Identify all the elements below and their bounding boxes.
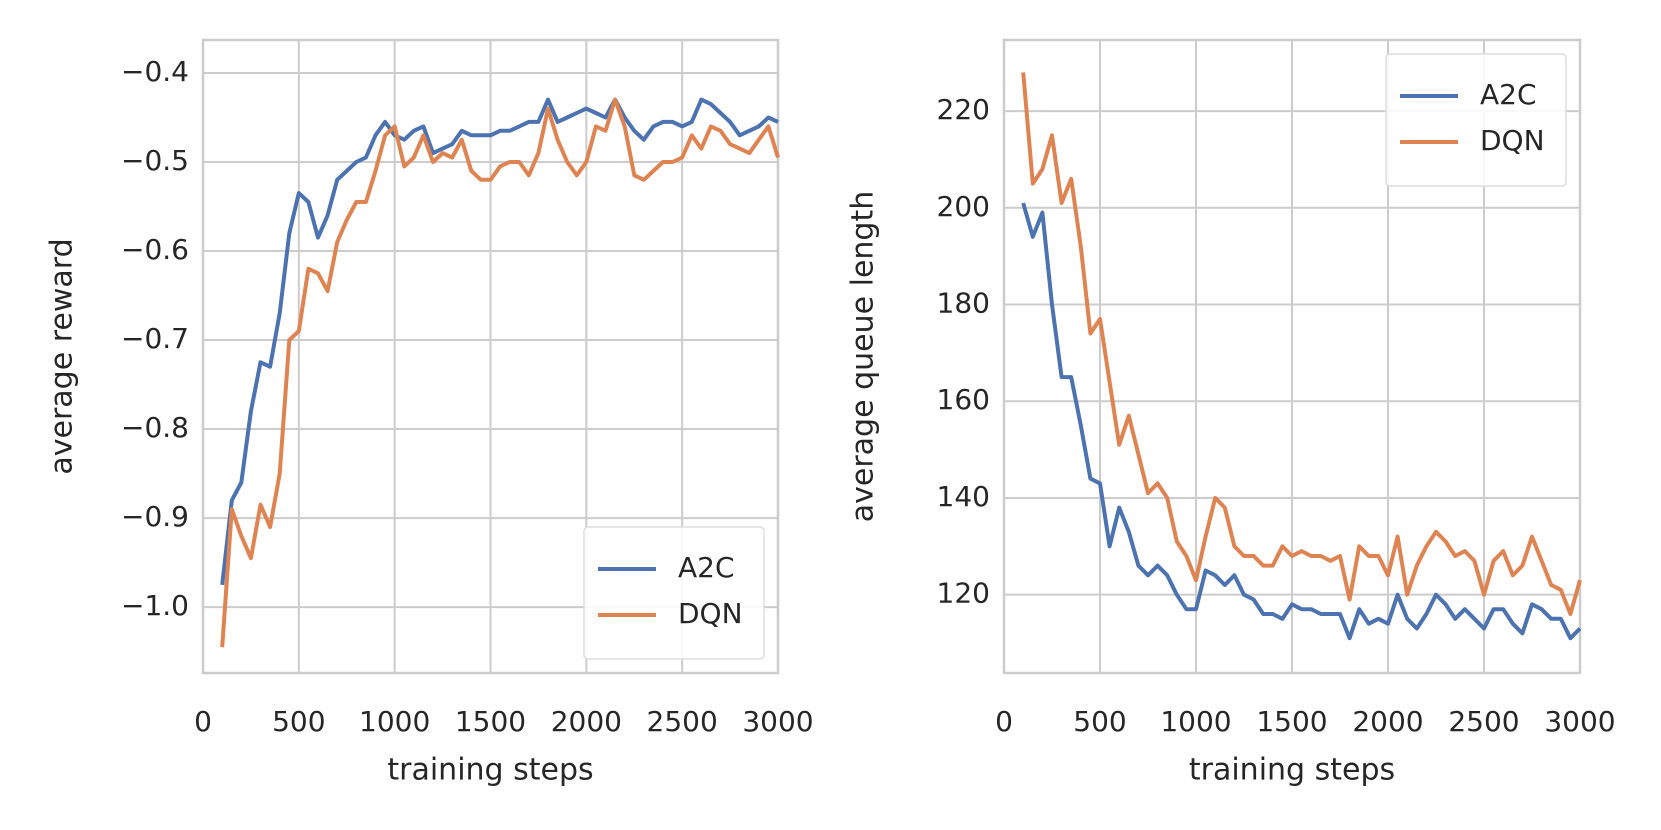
series-line (220, 97, 780, 648)
y-tick-label: 220 (937, 93, 990, 126)
x-tick-label: 1500 (1256, 705, 1327, 738)
x-tick-label: 1500 (455, 705, 526, 738)
y-axis-label: average reward (45, 238, 80, 474)
x-tick-label: 2000 (551, 705, 622, 738)
legend-label: DQN (1480, 124, 1545, 157)
x-tick-label: 1000 (359, 705, 430, 738)
y-tick-label: 140 (937, 480, 990, 513)
x-tick-label: 2500 (1448, 705, 1519, 738)
y-tick-label: 160 (937, 383, 990, 416)
legend-label: DQN (678, 597, 743, 630)
y-tick-label: 200 (937, 190, 990, 223)
axes-frame (1002, 38, 1582, 675)
x-tick-label: 3000 (1544, 705, 1615, 738)
legend-box (1385, 53, 1567, 187)
x-tick-label: 2000 (1352, 705, 1423, 738)
series-line (1021, 72, 1582, 616)
x-tick-label: 2500 (647, 705, 718, 738)
legend: A2C DQN (1385, 53, 1567, 187)
axes-frame (201, 38, 780, 675)
x-tick-label: 500 (272, 705, 325, 738)
legend-box (583, 526, 765, 660)
legend: A2C DQN (583, 526, 765, 660)
y-tick-label: −0.7 (121, 322, 189, 355)
y-tick-label: −0.9 (121, 500, 189, 533)
y-tick-label: −0.8 (121, 411, 189, 444)
legend-label: A2C (1480, 78, 1537, 111)
y-tick-label: −0.4 (121, 55, 189, 88)
subplot: 120 140 160 180 200 220 0 500 1000 1500 2000 2500 30… (846, 38, 1616, 788)
series-line (220, 97, 779, 586)
x-axis-label: training steps (387, 753, 593, 788)
y-tick-label: 120 (937, 577, 990, 610)
y-tick-label: −1.0 (121, 589, 189, 622)
y-tick-label: 180 (937, 287, 990, 320)
x-tick-label: 1000 (1160, 705, 1231, 738)
x-tick-label: 0 (194, 705, 212, 738)
x-tick-label: 3000 (742, 705, 813, 738)
legend-label: A2C (678, 551, 735, 584)
y-tick-label: −0.6 (121, 233, 189, 266)
series-line (1021, 202, 1582, 641)
x-tick-label: 500 (1073, 705, 1126, 738)
x-tick-label: 0 (995, 705, 1013, 738)
x-axis-label: training steps (1189, 753, 1395, 788)
subplot: −1.0 −0.9 −0.8 −0.7 −0.6 −0.5 −0.4 0 500 1000 1500… (45, 38, 814, 788)
y-axis-label: average queue length (846, 191, 881, 523)
y-tick-label: −0.5 (121, 144, 189, 177)
